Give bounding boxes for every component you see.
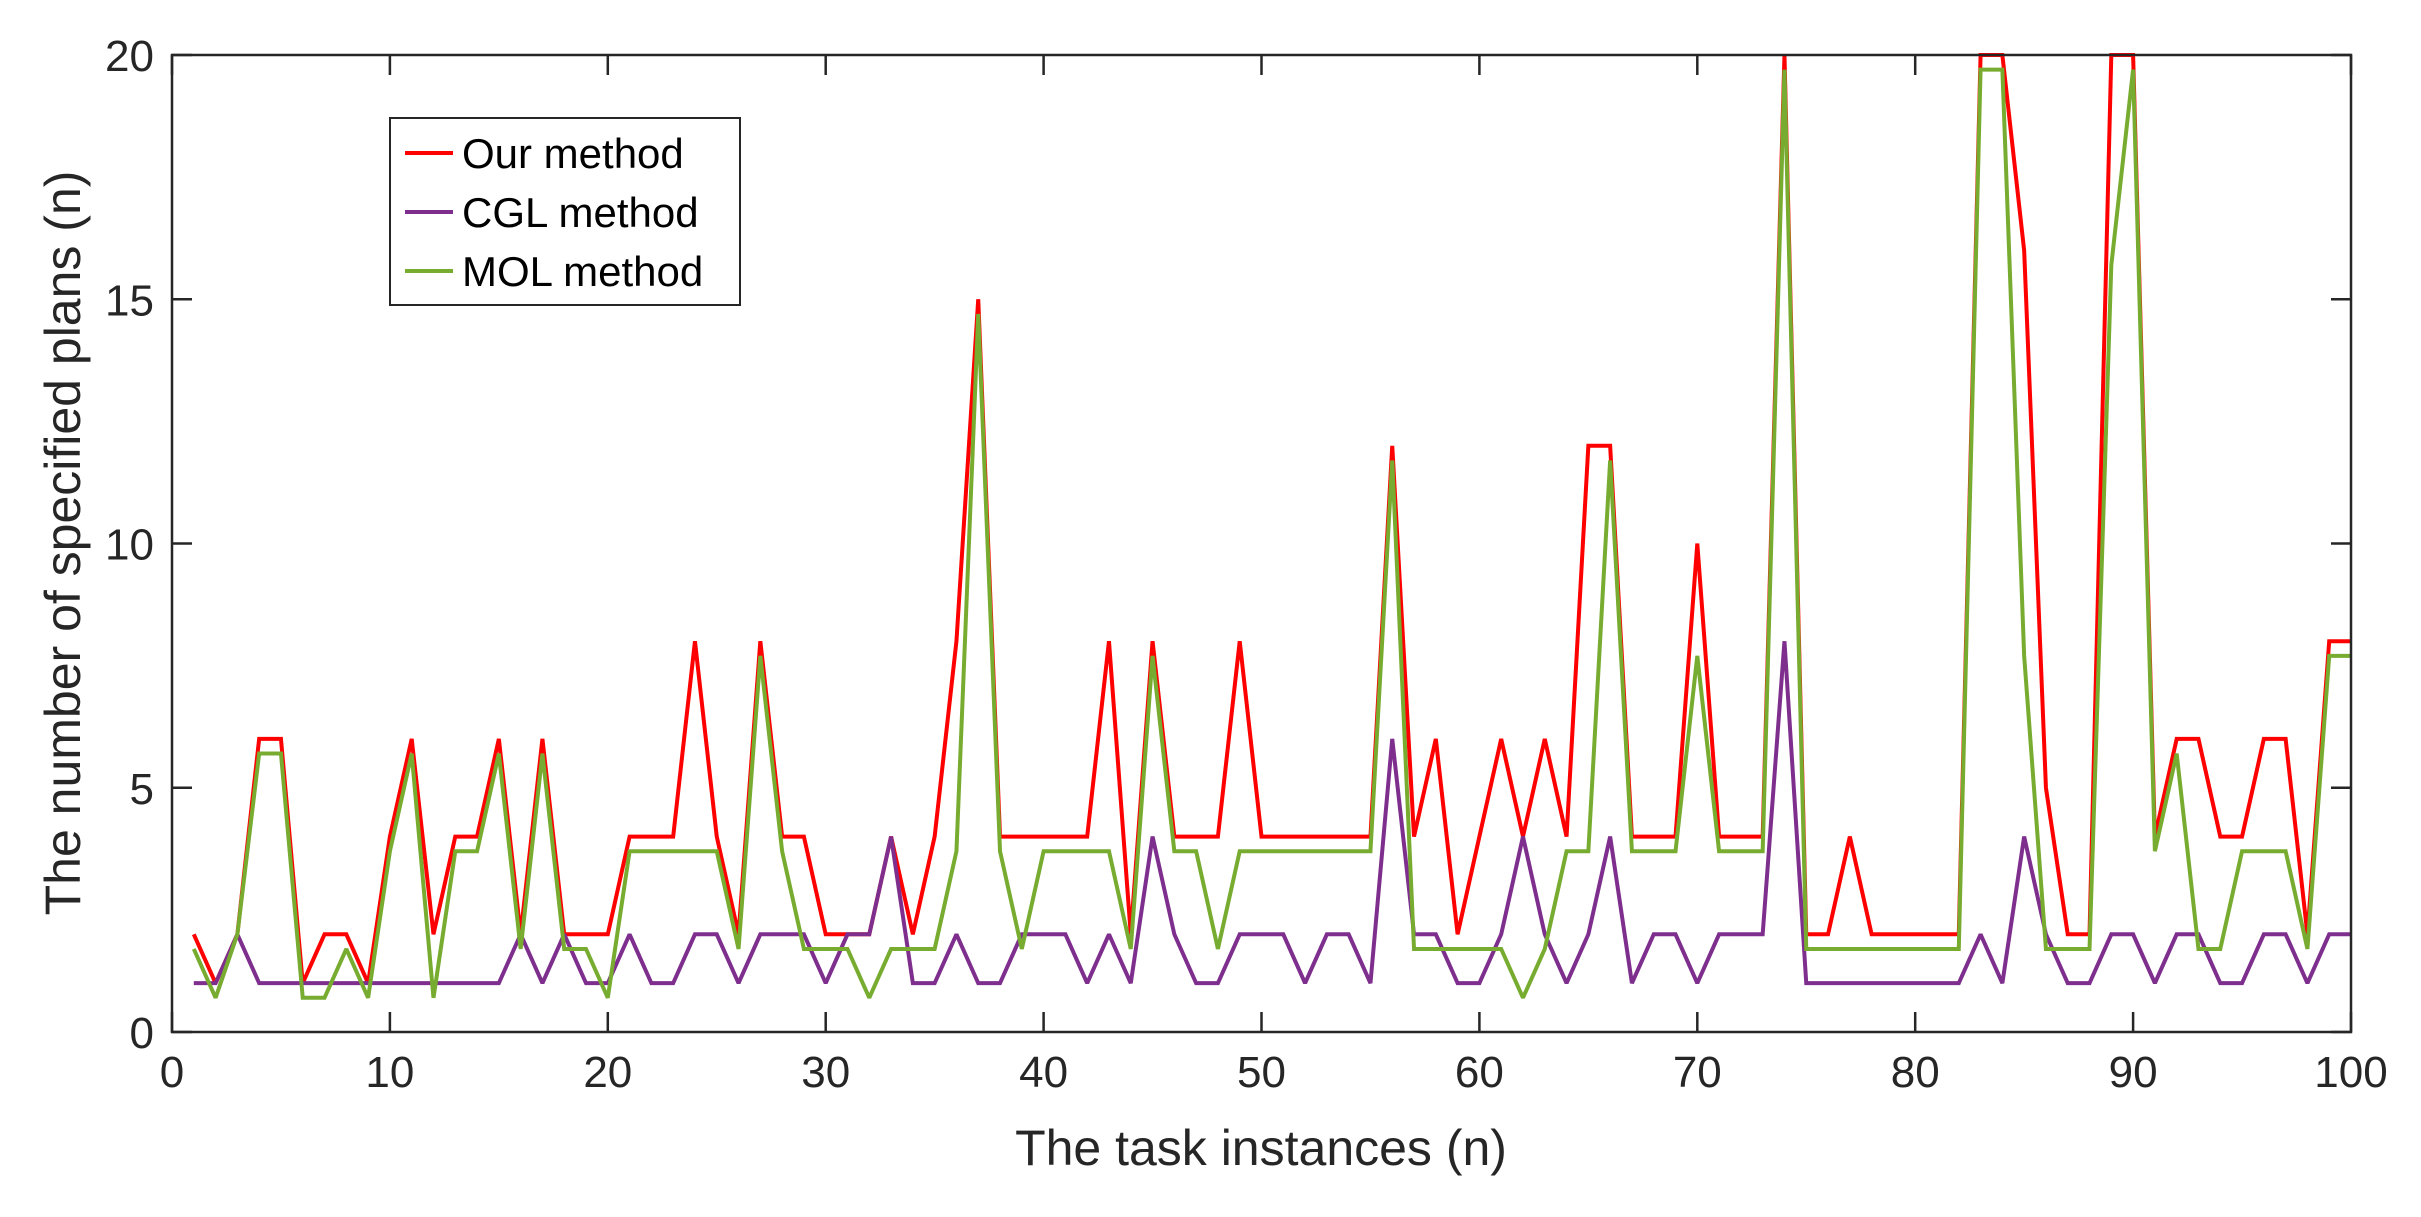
- x-tick-label-10: 10: [365, 1048, 414, 1097]
- plot-frame: [170, 53, 2353, 1034]
- tick-labels: 0 10 20 30 40 50 60 70 80 90 100 0 5 10 15 20: [105, 32, 2388, 1097]
- x-tick-label-40: 40: [1019, 1048, 1068, 1097]
- x-tick-label-90: 90: [2109, 1048, 2158, 1097]
- x-tick-label-30: 30: [801, 1048, 850, 1097]
- x-tick-label-50: 50: [1237, 1048, 1286, 1097]
- y-tick-label-10: 10: [105, 521, 154, 570]
- y-axis-label: The number of specified plans (n): [35, 171, 91, 916]
- series-line-mol-method: [191, 67, 2351, 1000]
- x-tick-label-0: 0: [160, 1048, 184, 1097]
- legend-label-cgl-method: CGL method: [462, 189, 699, 236]
- y-tick-label-0: 0: [130, 1009, 154, 1058]
- y-tick-label-20: 20: [105, 32, 154, 81]
- y-tick-label-15: 15: [105, 276, 154, 325]
- y-tick-label-5: 5: [130, 765, 154, 814]
- legend: Our method CGL method MOL method: [389, 117, 741, 306]
- x-tick-label-70: 70: [1673, 1048, 1722, 1097]
- legend-label-our-method: Our method: [462, 130, 684, 177]
- x-tick-label-100: 100: [2314, 1048, 2387, 1097]
- legend-label-mol-method: MOL method: [462, 248, 703, 295]
- x-tick-label-80: 80: [1891, 1048, 1940, 1097]
- series-line-cgl-method: [193, 641, 2351, 986]
- x-tick-label-20: 20: [583, 1048, 632, 1097]
- x-axis-label: The task instances (n): [1015, 1120, 1507, 1176]
- x-tick-label-60: 60: [1455, 1048, 1504, 1097]
